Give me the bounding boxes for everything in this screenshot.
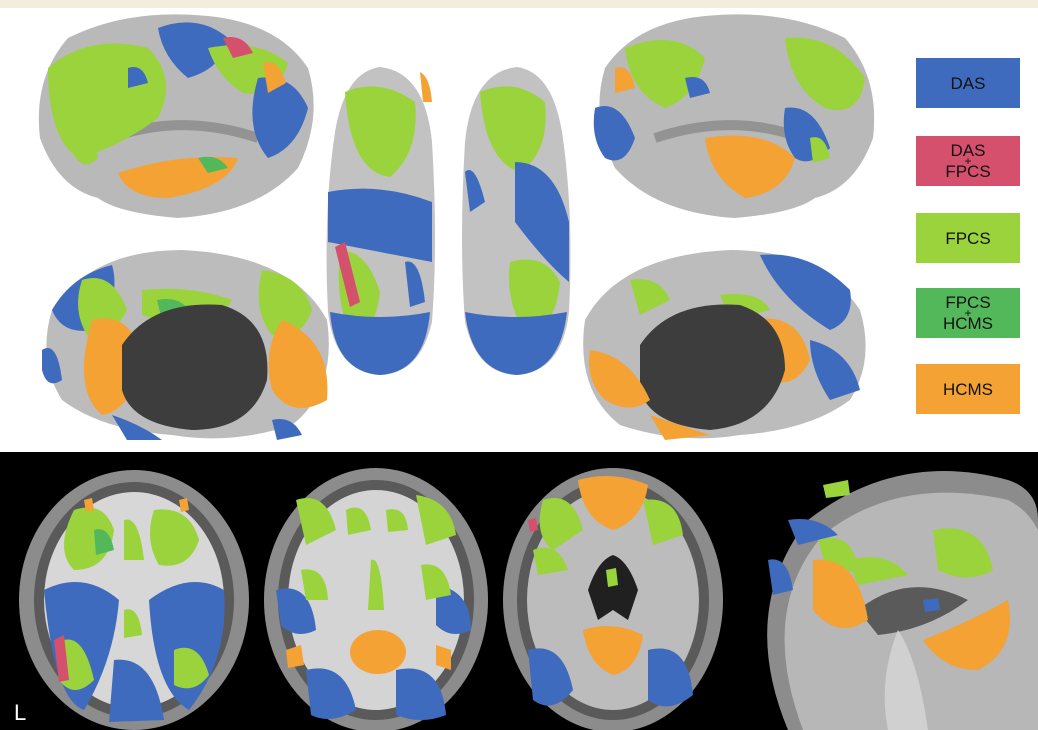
axial-slice-ventricular [503, 468, 723, 730]
left-hemisphere-label: L [14, 700, 27, 725]
left-medial-surface [42, 250, 329, 440]
right-lateral-surface [593, 14, 875, 218]
medial-wall [640, 304, 785, 430]
right-medial-surface [583, 250, 866, 440]
dorsal-right-hemisphere [462, 67, 571, 375]
dorsal-left-hemisphere [326, 67, 435, 375]
legend-item-fpcs: FPCS [916, 213, 1020, 263]
axial-slice-superior [19, 470, 249, 730]
axial-slice-upper-mid [264, 468, 488, 730]
legend-item-fpcs-hcms: FPCS + HCMS [916, 288, 1020, 338]
left-lateral-surface [38, 14, 314, 218]
medial-wall [122, 304, 268, 430]
legend-item-das: DAS [916, 58, 1020, 108]
legend-item-hcms: HCMS [916, 364, 1020, 414]
sagittal-slice [767, 471, 1038, 730]
legend-item-das-fpcs: DAS + FPCS [916, 136, 1020, 186]
top-strip [0, 0, 1038, 8]
